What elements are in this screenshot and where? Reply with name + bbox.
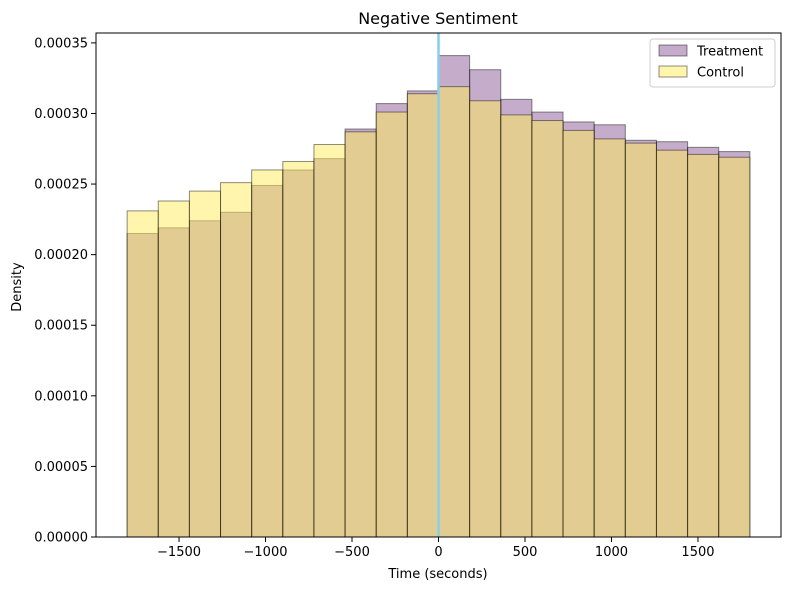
- x-tick-label: 0: [434, 545, 442, 560]
- bar-control-5: [282, 160, 315, 538]
- bar-control-18: [687, 153, 720, 538]
- bar-control-16: [624, 142, 657, 538]
- legend-label-treatment: Treatment: [696, 45, 763, 60]
- bars-group: [126, 55, 751, 538]
- y-tick-label: 0.00035: [34, 36, 88, 51]
- y-tick-label: 0.00005: [34, 460, 88, 475]
- bar-control-14: [562, 129, 595, 538]
- legend-swatch-control: [658, 65, 688, 78]
- bar-control-17: [655, 149, 689, 538]
- x-tick-label: 500: [513, 545, 538, 560]
- x-tick-label: −1000: [244, 545, 288, 560]
- bar-control-3: [220, 182, 253, 538]
- bar-control-2: [188, 190, 222, 538]
- y-tick-label: 0.00015: [34, 319, 88, 334]
- bar-control-4: [251, 169, 284, 538]
- y-tick-label: 0.00020: [34, 248, 88, 263]
- bar-control-19: [718, 156, 751, 538]
- y-tick-label: 0.00010: [34, 389, 88, 404]
- x-tick-label: 1500: [681, 545, 714, 560]
- bar-control-15: [593, 138, 626, 538]
- y-axis-ticks: 0.00000 0.00005 0.00010 0.00015 0.00020 0.000…: [34, 36, 96, 546]
- y-axis-label: Density: [10, 262, 25, 312]
- legend-swatch-treatment: [658, 44, 688, 57]
- x-axis-ticks: −1500 −1000 −500 0 500 1000 1500: [157, 537, 715, 560]
- bar-control-9: [406, 93, 440, 538]
- x-tick-label: −500: [334, 545, 370, 560]
- bar-control-7: [344, 131, 377, 538]
- y-tick-label: 0.00030: [34, 107, 88, 122]
- y-tick-label: 0.00025: [34, 178, 88, 193]
- x-tick-label: −1500: [157, 545, 201, 560]
- bar-control-6: [313, 144, 346, 538]
- x-axis-label: Time (seconds): [387, 567, 487, 582]
- bar-control-0: [126, 210, 159, 538]
- bar-control-13: [531, 120, 564, 538]
- bar-control-12: [500, 114, 533, 538]
- bar-control-8: [375, 111, 408, 538]
- legend: Treatment Control: [649, 38, 776, 88]
- y-tick-label: 0.00000: [34, 531, 88, 546]
- chart-title: Negative Sentiment: [358, 9, 518, 28]
- x-tick-label: 1000: [595, 545, 628, 560]
- bar-control-10: [438, 86, 471, 538]
- bar-control-1: [157, 200, 190, 538]
- bar-control-11: [469, 100, 502, 538]
- legend-label-control: Control: [697, 66, 744, 81]
